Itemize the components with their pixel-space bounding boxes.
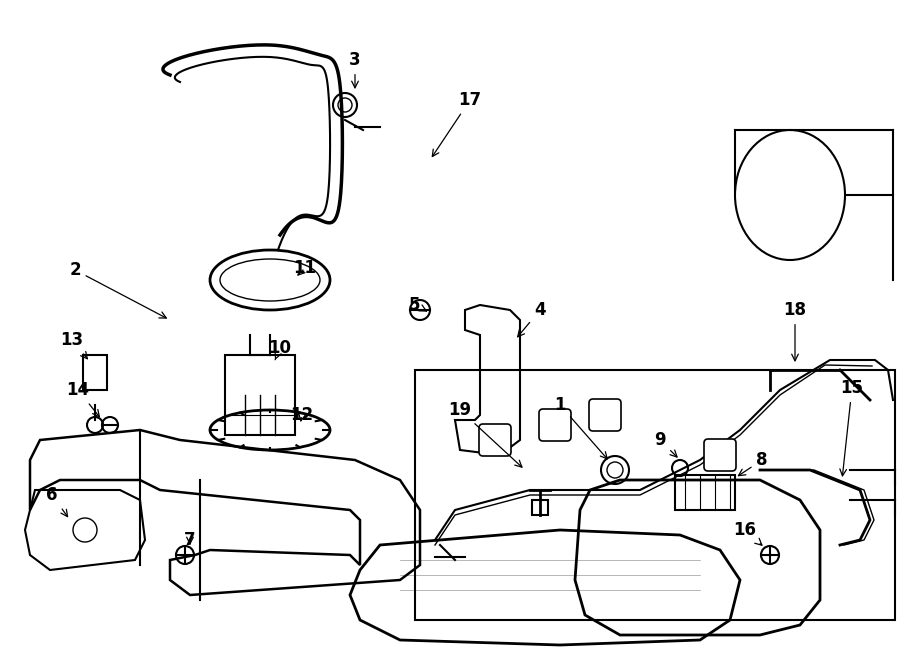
Text: 18: 18 (784, 301, 806, 361)
FancyBboxPatch shape (589, 399, 621, 431)
Text: 15: 15 (840, 379, 863, 476)
Text: 14: 14 (67, 381, 99, 416)
Bar (532, 500, 548, 515)
Text: 17: 17 (432, 91, 482, 157)
Bar (83, 355, 107, 390)
Text: 19: 19 (448, 401, 522, 467)
Text: 10: 10 (268, 339, 292, 360)
Text: 5: 5 (410, 296, 427, 314)
Text: 3: 3 (349, 51, 361, 88)
Bar (415, 370, 895, 620)
FancyBboxPatch shape (539, 409, 571, 441)
Text: 1: 1 (554, 396, 608, 459)
Text: 12: 12 (291, 406, 313, 424)
Bar (225, 355, 295, 435)
Text: 11: 11 (293, 259, 317, 277)
Text: 16: 16 (734, 521, 762, 545)
Text: 7: 7 (184, 531, 196, 549)
Bar (675, 475, 735, 510)
Text: 4: 4 (518, 301, 545, 337)
Text: 9: 9 (654, 431, 677, 457)
FancyBboxPatch shape (479, 424, 511, 456)
Text: 6: 6 (46, 486, 68, 517)
Text: 13: 13 (60, 331, 87, 359)
FancyBboxPatch shape (704, 439, 736, 471)
Text: 2: 2 (69, 261, 166, 318)
Text: 8: 8 (739, 451, 768, 476)
